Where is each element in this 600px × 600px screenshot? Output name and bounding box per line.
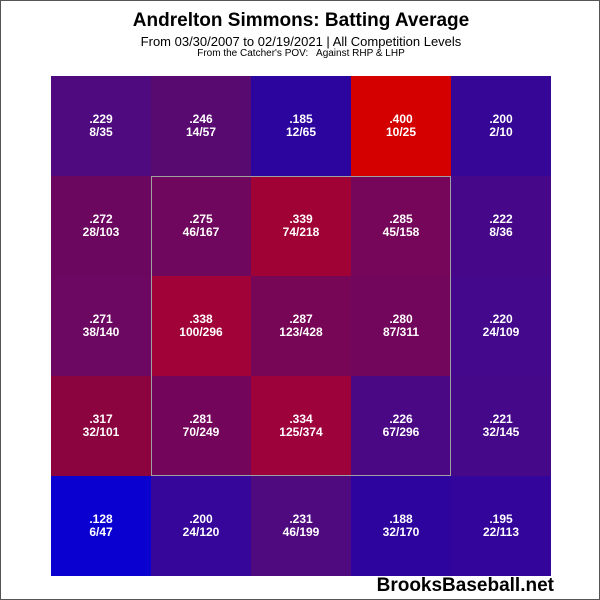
cell-hits-at-bats: 28/103	[82, 225, 120, 239]
cell-hits-at-bats: 24/109	[482, 325, 520, 339]
cell-hits-at-bats: 74/218	[282, 225, 320, 239]
cell-hits-at-bats: 32/145	[482, 425, 520, 439]
cell-hits-at-bats: 8/35	[89, 125, 113, 139]
cell-hits-at-bats: 8/36	[489, 225, 513, 239]
cell-hits-at-bats: 24/120	[182, 525, 220, 539]
cell-hits-at-bats: 46/199	[282, 525, 320, 539]
cell-average: .271	[89, 312, 113, 326]
cell-hits-at-bats: 14/57	[185, 125, 217, 139]
heatmap-cell: .128 6/47	[51, 476, 151, 576]
cell-average: .195	[489, 512, 513, 526]
cell-average: .188	[389, 512, 413, 526]
cell-average: .221	[489, 412, 513, 426]
heatmap-cell: .272 28/103	[51, 176, 151, 276]
cell-average: .275	[189, 212, 213, 226]
chart-title: Andrelton Simmons: Batting Average	[132, 10, 470, 31]
cell-hits-at-bats: 22/113	[482, 525, 520, 539]
cell-average: .334	[289, 412, 313, 426]
heatmap-grid: .229 8/35.246 14/57.185 12/65.400 10/25.200 2…	[51, 76, 551, 576]
heatmap-cell: .275 46/167	[151, 176, 251, 276]
cell-average: .222	[489, 212, 513, 226]
cell-hits-at-bats: 2/10	[489, 125, 513, 139]
cell-hits-at-bats: 10/25	[385, 125, 417, 139]
cell-hits-at-bats: 6/47	[89, 525, 113, 539]
cell-hits-at-bats: 46/167	[182, 225, 220, 239]
cell-average: .226	[389, 412, 413, 426]
heatmap-cell: .185 12/65	[251, 76, 351, 176]
heatmap-cell: .226 67/296	[351, 376, 451, 476]
cell-average: .231	[289, 512, 313, 526]
cell-average: .272	[89, 212, 113, 226]
heatmap-cell: .280 87/311	[351, 276, 451, 376]
cell-average: .317	[89, 412, 113, 426]
heatmap-cell: .339 74/218	[251, 176, 351, 276]
heatmap-cell: .246 14/57	[151, 76, 251, 176]
cell-average: .128	[89, 512, 113, 526]
cell-hits-at-bats: 125/374	[279, 425, 323, 439]
heatmap-cell: .231 46/199	[251, 476, 351, 576]
cell-average: .280	[389, 312, 413, 326]
cell-hits-at-bats: 32/170	[382, 525, 420, 539]
cell-average: .281	[189, 412, 213, 426]
heatmap-cell: .285 45/158	[351, 176, 451, 276]
cell-hits-at-bats: 70/249	[182, 425, 220, 439]
cell-average: .338	[189, 312, 213, 326]
cell-average: .287	[289, 312, 313, 326]
heatmap-cell: .200 24/120	[151, 476, 251, 576]
cell-hits-at-bats: 67/296	[382, 425, 420, 439]
cell-average: .200	[489, 112, 513, 126]
heatmap-cell: .220 24/109	[451, 276, 551, 376]
cell-hits-at-bats: 87/311	[382, 325, 420, 339]
heatmap-cell: .271 38/140	[51, 276, 151, 376]
chart-subtitle: From 03/30/2007 to 02/19/2021 | All Comp…	[140, 34, 462, 49]
cell-average: .220	[489, 312, 513, 326]
cell-hits-at-bats: 12/65	[285, 125, 317, 139]
heatmap-cell: .317 32/101	[51, 376, 151, 476]
cell-hits-at-bats: 100/296	[179, 325, 223, 339]
heatmap-cell: .229 8/35	[51, 76, 151, 176]
heatmap-cell: .200 2/10	[451, 76, 551, 176]
cell-average: .246	[189, 112, 213, 126]
cell-average: .339	[289, 212, 313, 226]
heatmap-cell: .338 100/296	[151, 276, 251, 376]
heatmap-cell: .188 32/170	[351, 476, 451, 576]
cell-hits-at-bats: 32/101	[82, 425, 120, 439]
heatmap-cell: .222 8/36	[451, 176, 551, 276]
cell-hits-at-bats: 123/428	[279, 325, 323, 339]
cell-average: .185	[289, 112, 313, 126]
cell-hits-at-bats: 45/158	[382, 225, 420, 239]
heatmap-cell: .400 10/25	[351, 76, 451, 176]
heatmap-cell: .334 125/374	[251, 376, 351, 476]
heatmap-cell: .195 22/113	[451, 476, 551, 576]
heatmap-cell: .221 32/145	[451, 376, 551, 476]
cell-hits-at-bats: 38/140	[82, 325, 120, 339]
cell-average: .200	[189, 512, 213, 526]
cell-average: .400	[389, 112, 413, 126]
cell-average: .229	[89, 112, 113, 126]
brooks-baseball-watermark: BrooksBaseball.net	[376, 575, 554, 596]
heatmap-cell: .281 70/249	[151, 376, 251, 476]
cell-average: .285	[389, 212, 413, 226]
heatmap-cell: .287 123/428	[251, 276, 351, 376]
chart-note: From the Catcher's POV: Against RHP & LH…	[197, 48, 405, 59]
